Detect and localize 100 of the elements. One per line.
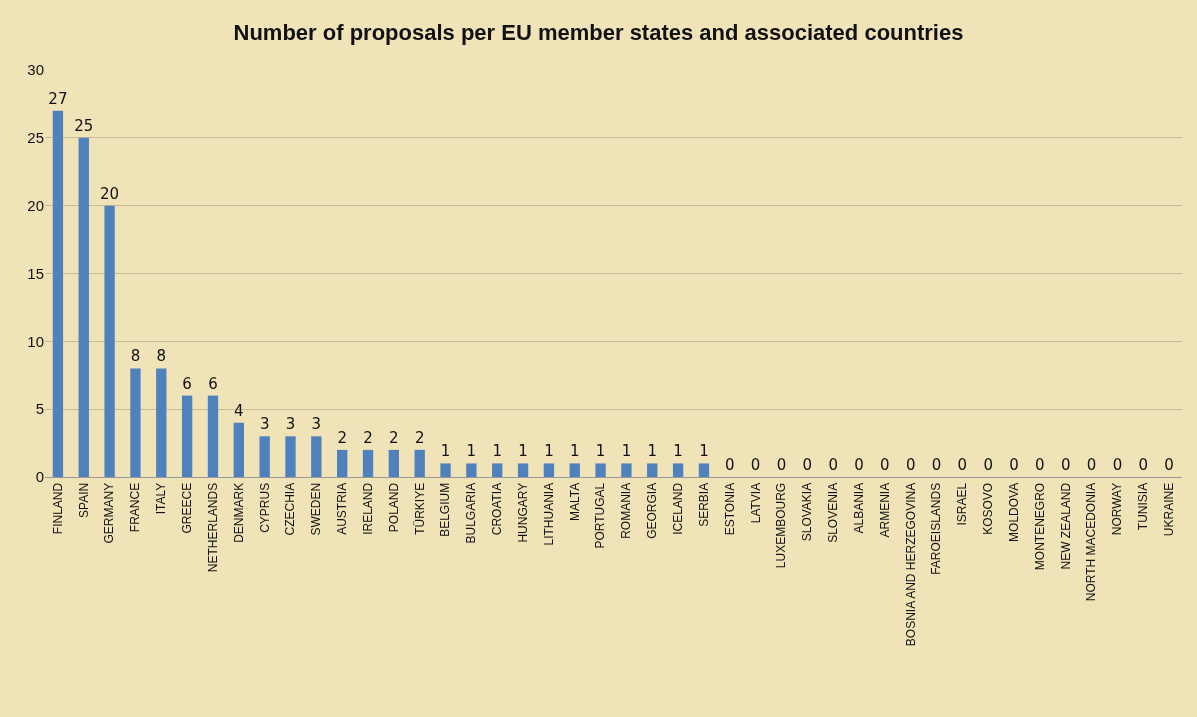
x-tick-label: SLOVENIA: [826, 482, 841, 543]
x-tick-label: FINLAND: [50, 482, 65, 535]
bar: [698, 463, 710, 477]
data-label: 0: [776, 456, 787, 474]
data-label: 0: [931, 456, 942, 474]
x-tick-label: GEORGIA: [645, 482, 660, 539]
data-label: 0: [1086, 456, 1097, 474]
y-tick-label: 0: [35, 468, 44, 486]
bar: [311, 436, 322, 477]
x-tick-label: TÜRKIYE: [412, 482, 427, 535]
data-label: 1: [569, 442, 580, 461]
data-label: 0: [880, 456, 890, 474]
data-label: 0: [1035, 456, 1045, 474]
x-tick-label: ICELAND: [671, 482, 685, 535]
x-tick-label: CZECHIA: [283, 482, 298, 536]
x-tick-label: SLOVAKIA: [800, 482, 815, 542]
bar: [156, 368, 167, 477]
x-tick-label: SWEDEN: [309, 482, 324, 536]
bar: [78, 137, 89, 477]
data-label: 1: [699, 442, 709, 461]
x-tick-label: LITHUANIA: [541, 482, 556, 546]
data-label: 3: [259, 415, 270, 434]
x-tick-label: ARMENIA: [877, 482, 892, 538]
y-tick-label: 15: [27, 264, 44, 282]
y-tick-label: 25: [27, 129, 44, 147]
data-label: 0: [725, 456, 735, 474]
x-tick-label: GREECE: [180, 482, 195, 534]
data-label: 0: [1009, 456, 1019, 474]
data-label: 1: [647, 442, 658, 461]
x-tick-label: ROMANIA: [619, 482, 634, 539]
data-label: 25: [74, 116, 94, 135]
data-label: 1: [440, 442, 451, 461]
data-label: 0: [983, 456, 993, 474]
data-label: 1: [673, 442, 683, 461]
x-tick-label: TUNISIA: [1136, 482, 1151, 531]
x-tick-label: POLAND: [386, 482, 401, 533]
bar: [52, 110, 64, 477]
x-tick-label: NEW ZEALAND: [1058, 482, 1073, 570]
data-label: 8: [156, 347, 167, 366]
data-label: 2: [337, 428, 347, 447]
x-tick-label: ITALY: [154, 482, 169, 515]
bar: [492, 463, 503, 477]
data-label: 27: [48, 89, 68, 108]
data-label: 20: [100, 184, 120, 203]
x-tick-label: UKRAINE: [1161, 482, 1176, 537]
bar: [207, 395, 219, 477]
x-tick-label: SERBIA: [696, 482, 711, 527]
data-label: 1: [544, 442, 554, 461]
x-tick-label: MALTA: [567, 482, 582, 522]
data-label: 0: [905, 456, 916, 474]
x-tick-label: MONTENEGRO: [1032, 482, 1047, 571]
x-tick-label: NETHERLANDS: [205, 482, 220, 573]
x-tick-label: SPAIN: [76, 482, 91, 518]
x-tick-label: DENMARK: [231, 482, 246, 543]
x-tick-label: BULGARIA: [464, 482, 479, 544]
x-tick-label: AUSTRIA: [335, 482, 350, 535]
bar: [440, 463, 451, 477]
x-tick-label: MOLDOVA: [1006, 482, 1021, 542]
data-label: 4: [234, 401, 244, 420]
x-tick-label: LUXEMBOURG: [774, 482, 789, 569]
data-label: 1: [492, 442, 502, 461]
data-label: 8: [130, 347, 141, 366]
x-tick-label: ESTONIA: [722, 482, 737, 536]
x-tick-label: ALBANIA: [851, 482, 866, 534]
bar: [259, 436, 270, 477]
chart-title: Number of proposals per EU member states and associated countries: [233, 20, 964, 46]
bar: [362, 449, 374, 477]
bar: [672, 463, 684, 477]
bar: [569, 463, 580, 477]
bar: [647, 463, 658, 477]
data-label: 1: [466, 442, 477, 461]
x-tick-label: HUNGARY: [515, 482, 530, 543]
data-label: 6: [208, 374, 218, 393]
x-tick-label: IRELAND: [360, 482, 375, 535]
data-label: 0: [750, 456, 761, 474]
bar: [337, 449, 348, 477]
data-label: 1: [621, 442, 632, 461]
x-tick-label: GERMANY: [102, 482, 117, 544]
y-tick-label: 10: [27, 332, 44, 350]
bar: [233, 422, 244, 477]
bar: [595, 463, 606, 477]
data-label: 3: [285, 415, 296, 434]
bar: [104, 205, 115, 477]
bar: [517, 463, 529, 477]
x-tick-label: FAROEISLANDS: [929, 482, 944, 575]
x-tick-label: ISRAEL: [955, 482, 970, 526]
bar: [543, 463, 555, 477]
bar: [130, 368, 141, 477]
x-tick-label: NORWAY: [1110, 482, 1125, 536]
y-tick-label: 30: [27, 61, 44, 79]
bar: [181, 395, 193, 477]
data-label: 3: [311, 415, 322, 434]
bar: [466, 463, 477, 477]
data-label: 0: [802, 456, 813, 474]
data-label: 0: [1138, 456, 1149, 474]
data-label: 0: [957, 456, 968, 474]
bar: [414, 449, 425, 477]
x-tick-label: BELGIUM: [438, 482, 453, 537]
data-label: 1: [595, 442, 606, 461]
data-label: 0: [1112, 456, 1123, 474]
